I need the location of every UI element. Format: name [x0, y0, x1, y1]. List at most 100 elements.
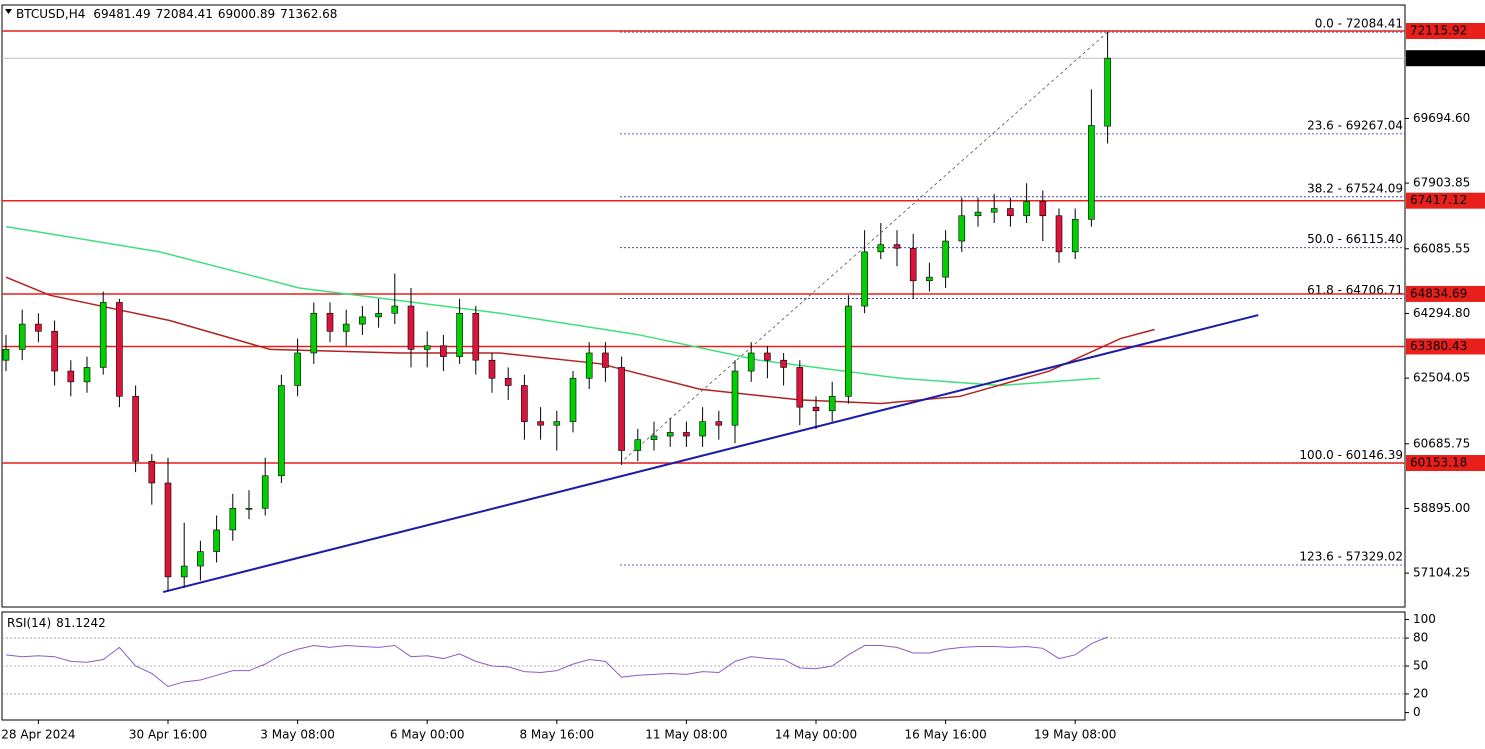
candle-body — [456, 312, 463, 357]
x-tick-label: 30 Apr 16:00 — [129, 728, 207, 742]
candle-body — [99, 302, 107, 368]
level-tag — [1406, 338, 1485, 355]
candle-body — [326, 312, 334, 332]
level-tag — [1406, 455, 1485, 472]
fib-label: 50.0 - 66115.40 — [1307, 232, 1403, 246]
candle-body — [1088, 125, 1095, 220]
candle-body — [1104, 57, 1111, 127]
rsi-tick-label: 80 — [1413, 631, 1428, 645]
candle-body — [1023, 201, 1030, 217]
candle-body — [650, 435, 658, 440]
last-price-label: 71362.68 — [1410, 51, 1467, 65]
candle-body — [359, 316, 366, 325]
candle-body — [164, 482, 172, 578]
y-tick-label: 62504.05 — [1413, 371, 1470, 385]
candle-body — [569, 377, 577, 422]
candle-body — [294, 352, 301, 386]
candle-body — [780, 359, 787, 368]
candle-body — [278, 385, 285, 477]
level-label: 67417.12 — [1410, 193, 1467, 207]
candle-body — [229, 507, 237, 531]
y-tick-label: 58895.00 — [1413, 501, 1470, 515]
candle-body — [764, 352, 771, 361]
x-tick-label: 28 Apr 2024 — [1, 728, 75, 742]
trendline — [162, 314, 1259, 594]
rsi-value: 81.1242 — [56, 616, 106, 630]
fib-label: 61.8 - 64706.71 — [1307, 283, 1403, 297]
candle-body — [877, 244, 885, 253]
header-open: 69481.49 — [93, 7, 150, 21]
candle-body — [132, 396, 139, 462]
candle-body — [585, 352, 593, 379]
candle-body — [67, 370, 75, 383]
candle-body — [1055, 215, 1063, 253]
candle-body — [83, 367, 91, 383]
candle-body — [974, 211, 982, 217]
candle-body — [796, 367, 804, 408]
fib-label: 123.6 - 57329.02 — [1299, 550, 1403, 564]
rsi-header: RSI(14) 81.1242 — [7, 616, 106, 630]
candle-body — [35, 323, 42, 332]
header-close: 71362.68 — [280, 7, 337, 21]
candle-body — [553, 421, 561, 426]
x-tick-label: 3 May 08:00 — [260, 728, 335, 742]
candle-body — [521, 385, 528, 422]
rsi-line — [5, 636, 1108, 688]
level-label: 60153.18 — [1410, 456, 1467, 470]
y-tick-label: 64294.80 — [1413, 306, 1470, 320]
level-label: 72115.92 — [1410, 24, 1467, 38]
level-tag — [1406, 192, 1485, 209]
level-tag — [1406, 23, 1485, 40]
candle-body — [715, 421, 723, 426]
candle-body — [747, 352, 755, 372]
main-panel — [1, 4, 1406, 608]
menu-triangle — [5, 9, 12, 14]
fib-label: 0.0 - 72084.41 — [1315, 17, 1403, 31]
last-price-tag — [1406, 50, 1485, 67]
x-tick-label: 8 May 16:00 — [519, 728, 594, 742]
header-high: 72084.41 — [156, 7, 213, 21]
rsi-label: RSI(14) — [7, 616, 51, 630]
candle-body — [845, 305, 852, 397]
candle-body — [472, 312, 480, 361]
level-label: 64834.69 — [1410, 286, 1467, 300]
candle-body — [990, 208, 998, 213]
candle-body — [18, 323, 26, 350]
x-tick-label: 6 May 00:00 — [390, 728, 465, 742]
candle-body — [261, 475, 269, 509]
candle-body — [861, 251, 868, 307]
candle-body — [488, 359, 496, 379]
fib-label: 38.2 - 67524.09 — [1307, 181, 1403, 195]
candle-body — [958, 215, 966, 242]
candle-body — [51, 331, 58, 372]
candle-body — [423, 345, 431, 350]
y-tick-label: 66085.55 — [1413, 241, 1470, 255]
candle-body — [942, 240, 949, 278]
x-tick-label: 16 May 16:00 — [904, 728, 986, 742]
fib-label: 23.6 - 69267.04 — [1307, 118, 1403, 132]
symbol: BTCUSD,H4 — [16, 7, 85, 21]
candle-body — [926, 276, 933, 282]
level-tag — [1406, 285, 1485, 302]
candle-body — [197, 551, 204, 567]
candle-body — [245, 507, 253, 510]
candle-body — [828, 396, 836, 412]
candle-body — [537, 421, 544, 426]
rsi-tick-label: 50 — [1413, 659, 1428, 673]
candle-body — [1007, 208, 1014, 217]
candle-body — [504, 377, 512, 386]
fib-anchor — [619, 31, 1108, 464]
candle-body — [683, 432, 690, 437]
candle-body — [440, 345, 447, 357]
y-tick-label: 60685.75 — [1413, 436, 1470, 450]
candle-body — [2, 349, 10, 361]
fib-label: 100.0 - 60146.39 — [1299, 448, 1403, 462]
x-tick-label: 11 May 08:00 — [645, 728, 727, 742]
candle-body — [602, 352, 609, 368]
moving-average — [5, 225, 1100, 387]
y-tick-label: 69694.60 — [1413, 111, 1470, 125]
candle-body — [148, 461, 156, 484]
